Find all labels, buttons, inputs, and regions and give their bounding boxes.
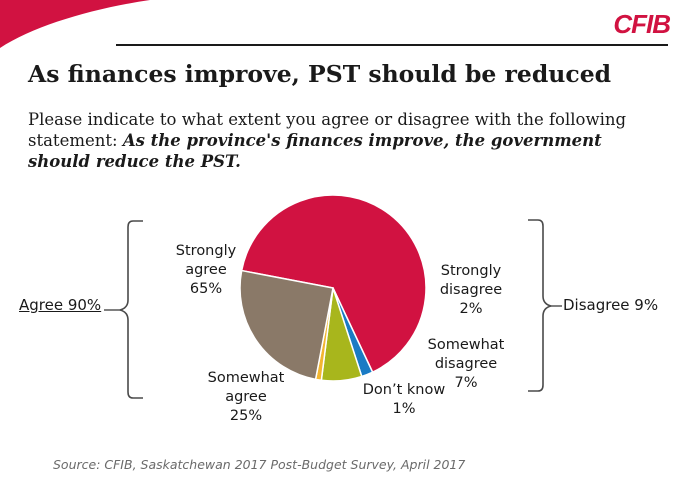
- agree-bracket: [119, 220, 143, 399]
- label-strongly-agree: Strongly agree 65%: [175, 243, 237, 297]
- header-rule: [116, 44, 668, 46]
- pie-slice-strongly-agree: [240, 194, 427, 374]
- agree-total-label: Agree 90%: [19, 296, 102, 314]
- disagree-bracket: [528, 219, 552, 392]
- question-lead: Please indicate to what extent you agree…: [28, 110, 627, 150]
- label-strongly-disagree: Strongly disagree 2%: [439, 263, 503, 317]
- page-title: As finances improve, PST should be reduc…: [28, 60, 612, 88]
- corner-decoration: [0, 0, 150, 48]
- source-note: Source: CFIB, Saskatchewan 2017 Post-Bud…: [53, 457, 466, 472]
- disagree-total-label: Disagree 9%: [563, 296, 659, 314]
- cfib-logo: CFIB: [613, 9, 671, 39]
- label-somewhat-disagree: Somewhat disagree 7%: [427, 337, 505, 391]
- label-dont-know: Don’t know 1%: [362, 382, 446, 417]
- survey-question: Please indicate to what extent you agree…: [28, 109, 668, 172]
- label-somewhat-agree: Somewhat agree 25%: [207, 370, 285, 424]
- pie-slice-somewhat-agree: [239, 269, 334, 381]
- question-statement: As the province's finances improve, the …: [28, 131, 602, 171]
- pie-slices: [239, 194, 427, 382]
